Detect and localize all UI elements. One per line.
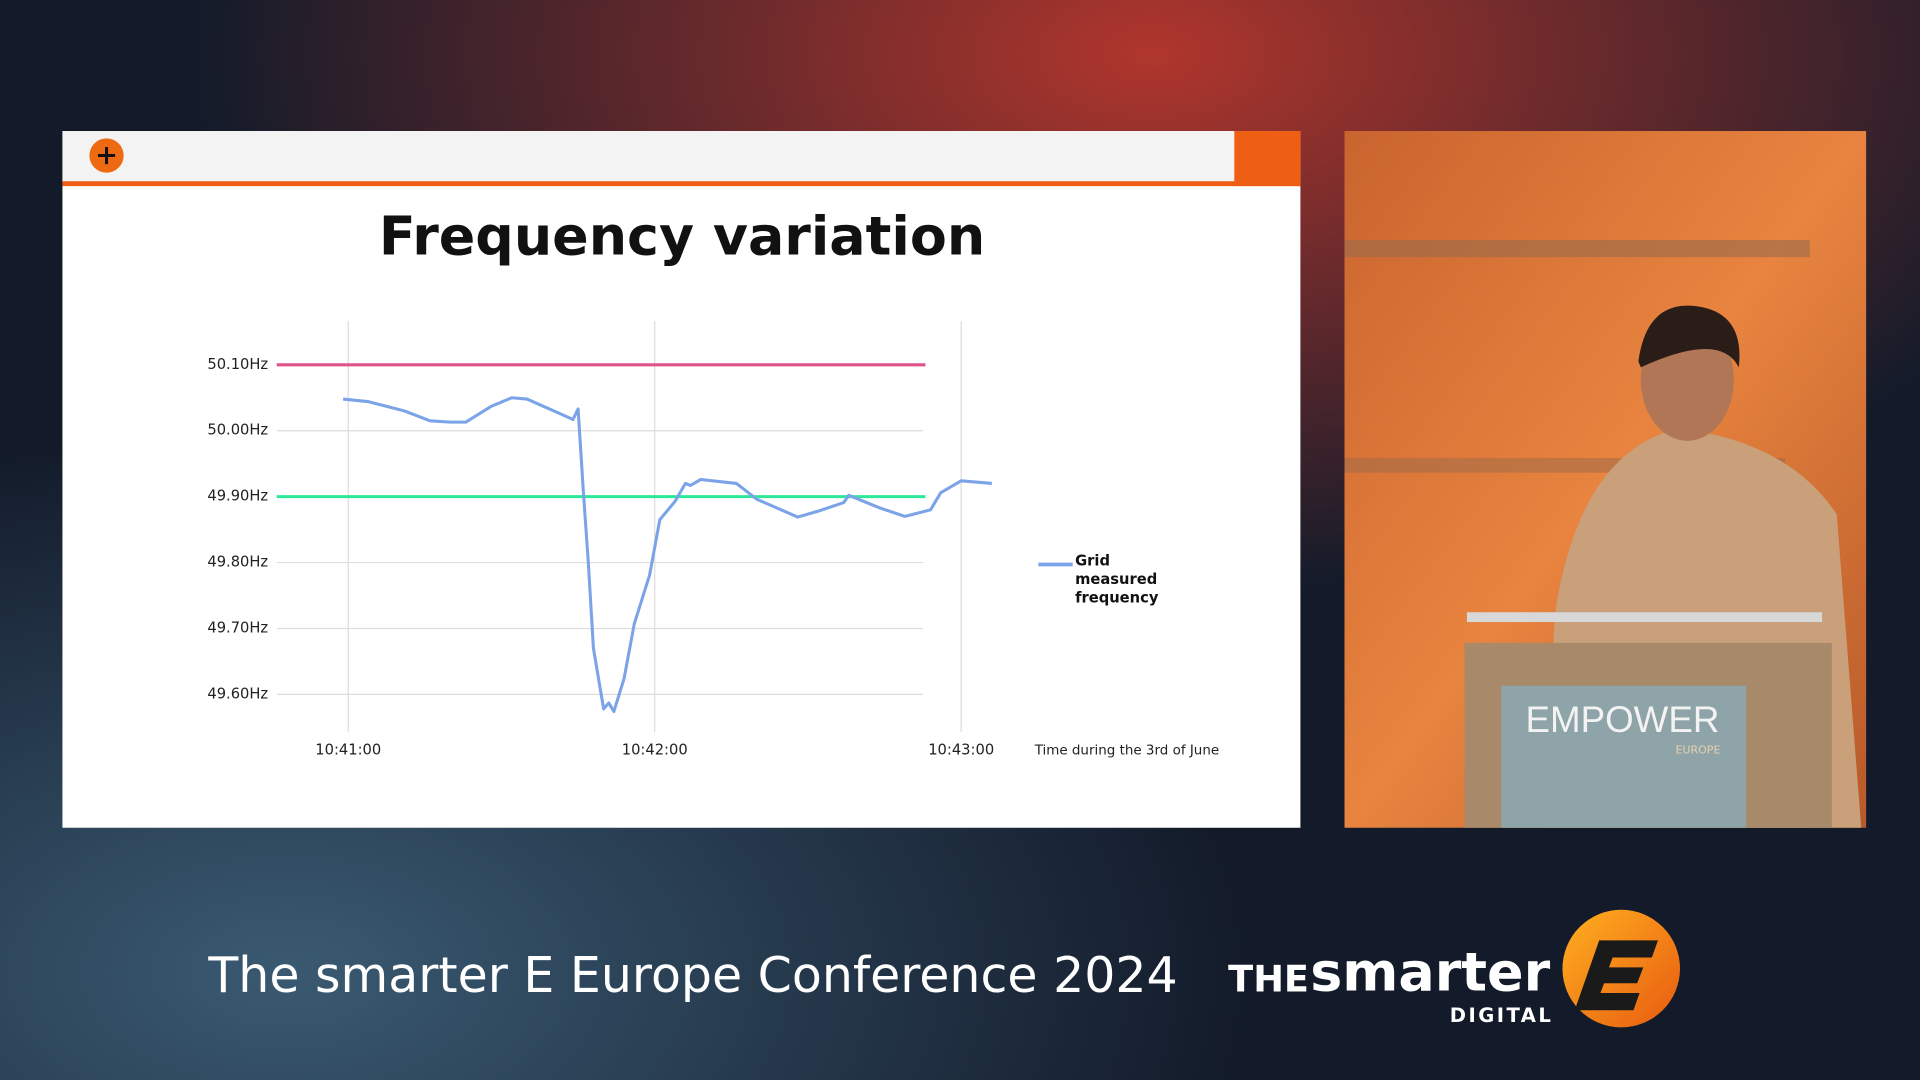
logo-smarter: smarter <box>1310 941 1550 1004</box>
x-axis-label: Time during the 3rd of June <box>1034 744 1219 759</box>
podium-sub: EUROPE <box>1675 744 1720 757</box>
logo-digital: DIGITAL <box>1450 1004 1554 1027</box>
slide-header-rule <box>62 181 1301 187</box>
y-tick-label: 50.00Hz <box>207 422 268 439</box>
slide-header <box>62 131 1235 182</box>
wall-stripe <box>1344 240 1810 258</box>
conference-title: The smarter E Europe Conference 2024 <box>207 947 1177 1004</box>
y-tick-label: 49.60Hz <box>207 685 268 702</box>
x-tick-label: 10:42:00 <box>622 742 688 759</box>
slide-header-block <box>1234 131 1301 187</box>
x-tick-label: 10:41:00 <box>315 742 381 759</box>
logo-the: THE <box>1228 957 1309 1000</box>
podium-panel <box>1501 685 1747 828</box>
legend-label: Grid measured frequency <box>1075 552 1159 607</box>
y-tick-label: 49.80Hz <box>207 554 268 571</box>
slide <box>62 131 1301 828</box>
chart: 49.60Hz 49.70Hz 49.80Hz 49.90Hz 50.00Hz 50.10… <box>207 320 994 759</box>
logo-e <box>1574 940 1658 1011</box>
line-series <box>342 396 992 714</box>
y-tick-label: 50.10Hz <box>207 356 268 373</box>
podium-brand: EMPOWER <box>1526 699 1720 740</box>
chart-title: Frequency variation <box>379 205 985 268</box>
speaker-hair <box>1638 305 1740 368</box>
x-tick-label: 10:43:00 <box>928 742 994 759</box>
legend: Grid measured frequency <box>1075 552 1159 607</box>
y-tick-label: 49.70Hz <box>207 619 268 636</box>
y-tick-label: 49.90Hz <box>207 488 268 505</box>
podium-rail <box>1466 612 1823 623</box>
slide-icon-plus <box>97 146 116 165</box>
